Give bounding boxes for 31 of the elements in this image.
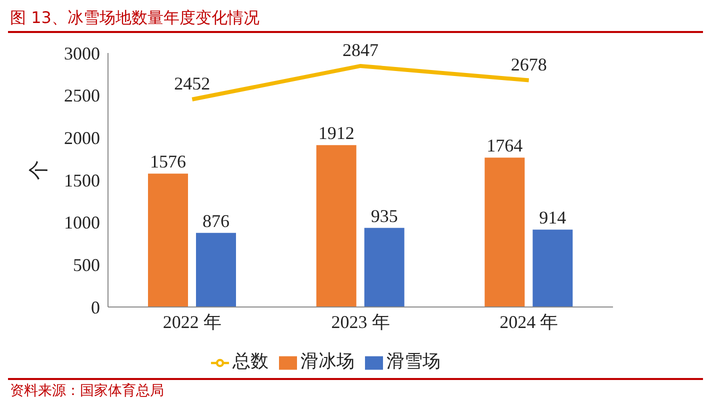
data-label: 1912 xyxy=(318,123,354,144)
text: 资料来源：国家体育总局 xyxy=(9,382,165,400)
x-tick-label: 2023 年 xyxy=(331,312,390,332)
bar xyxy=(364,228,404,307)
y-tick-label: 1000 xyxy=(64,212,100,233)
y-tick-label: 3000 xyxy=(64,43,100,64)
y-tick-label: 2500 xyxy=(64,86,100,106)
y-tick-label: 0 xyxy=(91,297,100,318)
y-tick-label: 2000 xyxy=(64,128,100,148)
bar xyxy=(196,232,236,307)
data-label: 1576 xyxy=(150,152,186,172)
data-label: 935 xyxy=(370,206,398,226)
data-label: 914 xyxy=(539,208,566,228)
bar xyxy=(532,230,573,307)
data-label: 876 xyxy=(202,210,230,231)
y-tick-label: 1500 xyxy=(64,170,100,190)
x-tick-label: 2024 年 xyxy=(500,312,558,332)
y-tick-label: 500 xyxy=(73,255,100,276)
data-label: 2452 xyxy=(174,73,210,94)
data-label: 2847 xyxy=(342,40,378,60)
y-axis-title: 个 xyxy=(28,160,50,180)
legend-label: 总数 xyxy=(232,351,268,371)
data-label: 1764 xyxy=(486,136,523,156)
data-label: 2678 xyxy=(510,54,547,74)
bar xyxy=(148,174,188,307)
legend-label: 滑雪场 xyxy=(386,351,440,371)
chart-title: 图 13、冰雪场地数量年度变化情况 xyxy=(9,8,260,29)
bar xyxy=(316,145,356,307)
bar xyxy=(484,158,525,307)
x-tick-label: 2022 年 xyxy=(162,312,222,332)
legend-label: 滑冰场 xyxy=(300,351,354,371)
